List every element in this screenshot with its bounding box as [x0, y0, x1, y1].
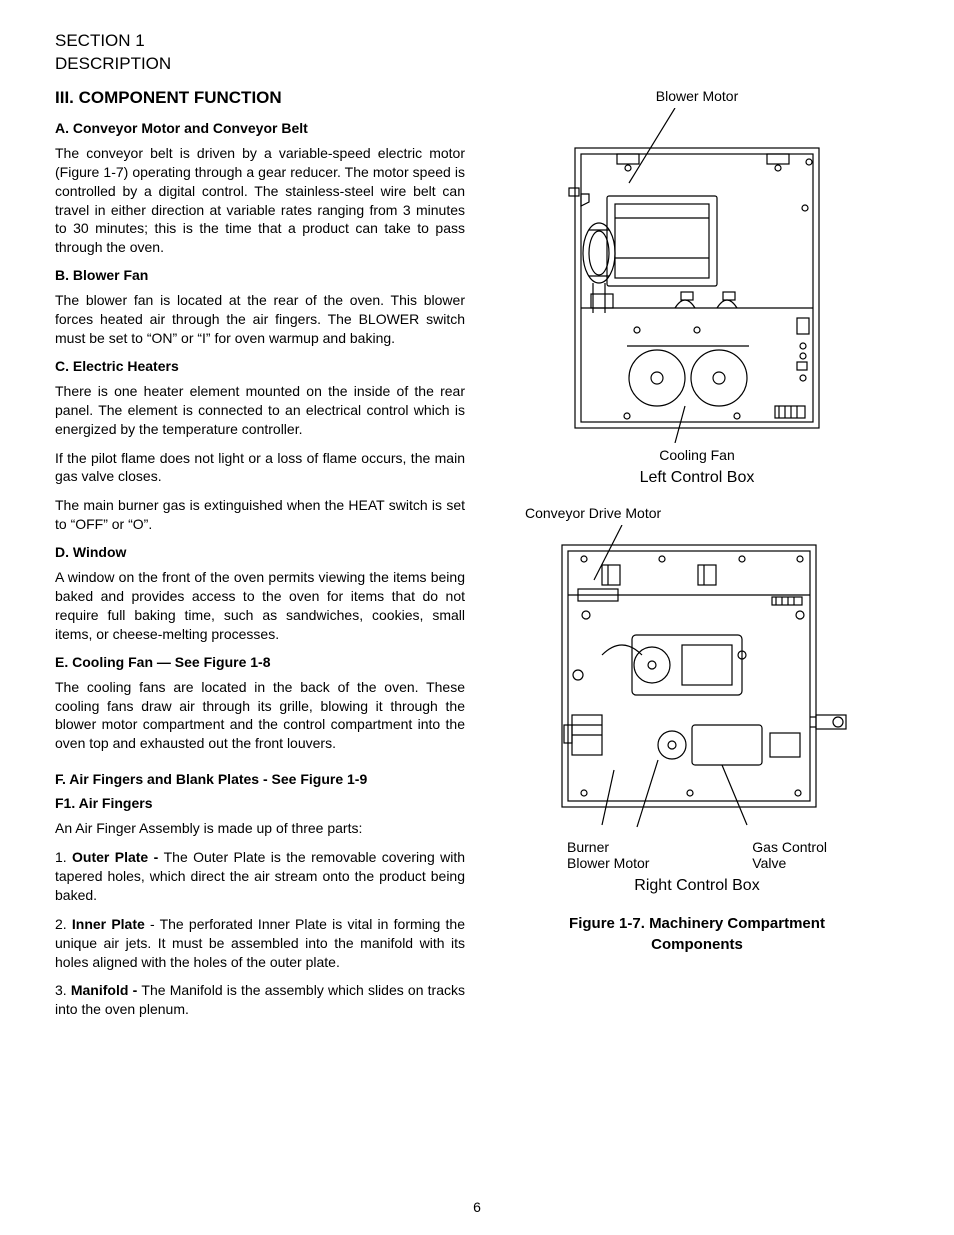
right-column: Blower Motor — [495, 88, 899, 1179]
heading-a: A. Conveyor Motor and Conveyor Belt — [55, 120, 465, 136]
header-section: SECTION 1 — [55, 30, 899, 53]
para-a: The conveyor belt is driven by a variabl… — [55, 144, 465, 257]
item3-label: Manifold - — [71, 982, 142, 998]
para-f-item2: 2. Inner Plate - The perforated Inner Pl… — [55, 915, 465, 972]
figure2-sub-right1: Gas Control — [752, 839, 827, 855]
para-c1: There is one heater element mounted on t… — [55, 382, 465, 439]
figure-caption-line1: Figure 1-7. Machinery Compartment — [495, 913, 899, 934]
para-d: A window on the front of the oven permit… — [55, 568, 465, 644]
heading-f: F. Air Fingers and Blank Plates - See Fi… — [55, 771, 465, 787]
figure-caption-line2: Components — [495, 934, 899, 955]
heading-b: B. Blower Fan — [55, 267, 465, 283]
para-b: The blower fan is located at the rear of… — [55, 291, 465, 348]
left-column: III. COMPONENT FUNCTION A. Conveyor Moto… — [55, 88, 465, 1179]
figure1-top-label: Blower Motor — [656, 88, 738, 104]
figure2-top-label: Conveyor Drive Motor — [525, 505, 661, 521]
item2-label: Inner Plate — [72, 916, 150, 932]
figure-caption: Figure 1-7. Machinery Compartment Compon… — [495, 913, 899, 955]
para-f-intro: An Air Finger Assembly is made up of thr… — [55, 819, 465, 838]
item1-label: Outer Plate - — [72, 849, 164, 865]
page-number: 6 — [55, 1179, 899, 1215]
page: SECTION 1 DESCRIPTION III. COMPONENT FUN… — [55, 30, 899, 1215]
figure2-sub-right2: Valve — [752, 855, 827, 871]
page-header: SECTION 1 DESCRIPTION — [55, 30, 899, 76]
para-e: The cooling fans are located in the back… — [55, 678, 465, 754]
heading-d: D. Window — [55, 544, 465, 560]
figure2-sublabels: Burner Blower Motor Gas Control Valve — [567, 839, 827, 871]
para-c2: If the pilot flame does not light or a l… — [55, 449, 465, 487]
header-description: DESCRIPTION — [55, 53, 899, 76]
para-c3: The main burner gas is extinguished when… — [55, 496, 465, 534]
figure-left-control-box: Blower Motor — [495, 88, 899, 487]
figure2-title: Right Control Box — [634, 877, 759, 895]
heading-e: E. Cooling Fan — See Figure 1-8 — [55, 654, 465, 670]
figure1-diagram — [557, 108, 837, 443]
heading-c: C. Electric Heaters — [55, 358, 465, 374]
para-f-item3: 3. Manifold - The Manifold is the assemb… — [55, 981, 465, 1019]
figure2-sub-left2: Blower Motor — [567, 855, 649, 871]
figure2-sub-left1: Burner — [567, 839, 649, 855]
figure1-title: Left Control Box — [640, 469, 755, 487]
figure-right-control-box: Conveyor Drive Motor — [495, 505, 899, 895]
heading-f1: F1. Air Fingers — [55, 795, 465, 811]
figure2-sub-right: Gas Control Valve — [752, 839, 827, 871]
main-heading: III. COMPONENT FUNCTION — [55, 88, 465, 108]
figure2-sub-left: Burner Blower Motor — [567, 839, 649, 871]
para-f-item1: 1. Outer Plate - The Outer Plate is the … — [55, 848, 465, 905]
columns: III. COMPONENT FUNCTION A. Conveyor Moto… — [55, 88, 899, 1179]
figure1-bottom-label: Cooling Fan — [659, 447, 735, 463]
figure2-diagram — [542, 525, 852, 835]
